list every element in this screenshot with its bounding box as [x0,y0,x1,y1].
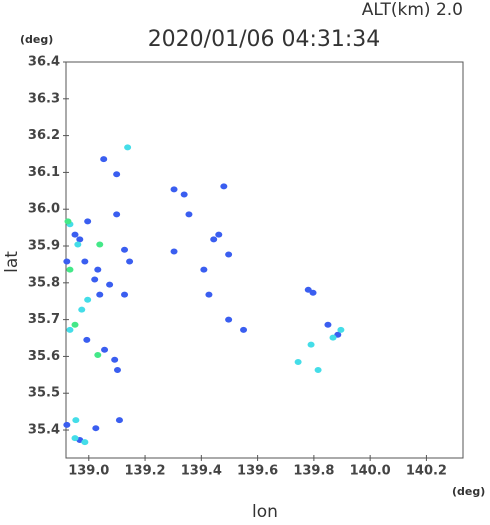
y-tick-label: 35.5 [28,386,60,401]
echo-cell [84,296,92,303]
echo-cell [309,289,317,296]
echo-cell [91,276,99,283]
x-unit: (deg) [452,485,485,498]
y-tick-label: 36.2 [28,128,60,143]
echo-cell [106,281,114,288]
echo-cell [66,326,74,333]
x-tick-label: 139.8 [293,464,334,479]
echo-cell [63,258,71,265]
echo-cell [337,326,345,333]
echo-cell [66,266,74,273]
echo-cell [63,421,71,428]
echo-cell [83,336,91,343]
y-tick-label: 35.4 [28,423,60,438]
echo-cell [94,266,102,273]
echo-cell [113,211,121,218]
echo-cell [121,246,129,253]
echo-cell [94,351,102,358]
y-tick-label: 36.3 [28,91,60,106]
echo-cell [64,218,72,225]
echo-cell [115,417,123,424]
echo-cell [78,306,86,313]
y-tick-label: 35.9 [28,239,60,254]
echo-cell [210,236,218,243]
x-tick-label: 140.0 [350,464,391,479]
echo-cell [314,367,322,374]
x-tick-label: 140.2 [406,464,447,479]
echo-cell [101,346,109,353]
echo-cell [72,417,80,424]
x-axis-label: lon [252,502,278,521]
echo-cell [180,191,188,198]
echo-cell [240,326,248,333]
chart-subtitle: ALT(km) 2.0 [362,0,463,20]
echo-cell [74,241,82,248]
echo-cell [185,211,193,218]
echo-cell [121,291,129,298]
y-unit: (deg) [20,33,53,46]
echo-cell [124,144,132,151]
y-tick-label: 35.7 [28,312,60,327]
echo-cell [329,334,337,341]
echo-cell [294,358,302,365]
echo-cell [100,156,108,163]
echo-cell [225,316,233,323]
echo-cell [96,241,104,248]
echo-cell [220,183,228,190]
echo-cell [113,367,121,374]
echo-cell [113,171,121,178]
echo-cell [71,231,79,238]
echo-cell [215,231,223,238]
echo-cell [170,248,178,255]
x-tick-label: 139.6 [237,464,278,479]
echo-cell [324,321,332,328]
echo-cell [96,291,104,298]
y-axis-label: lat [2,251,22,273]
echo-cell [71,321,79,328]
plot-frame [65,61,464,459]
echo-cell [200,266,208,273]
y-tick-label: 36.4 [28,55,60,70]
x-tick-label: 139.2 [124,464,165,479]
echo-cell [205,291,213,298]
echo-cell [307,341,315,348]
echo-cell [81,439,89,446]
x-tick-label: 139.0 [68,464,109,479]
y-tick-label: 35.8 [28,275,60,290]
echo-cell [84,218,92,225]
echo-cell [81,258,89,265]
echo-cell [92,425,100,432]
y-tick-label: 36.1 [28,165,60,180]
echo-cell [71,435,79,442]
chart-title: 2020/01/06 04:31:34 [148,27,381,52]
echo-cell [76,236,84,243]
echo-cell [225,251,233,258]
x-tick-label: 139.4 [181,464,222,479]
echo-cell [170,186,178,193]
y-tick-label: 35.6 [28,349,60,364]
y-tick-label: 36.0 [28,202,60,217]
echo-cell [126,258,134,265]
echo-cell [111,356,119,363]
